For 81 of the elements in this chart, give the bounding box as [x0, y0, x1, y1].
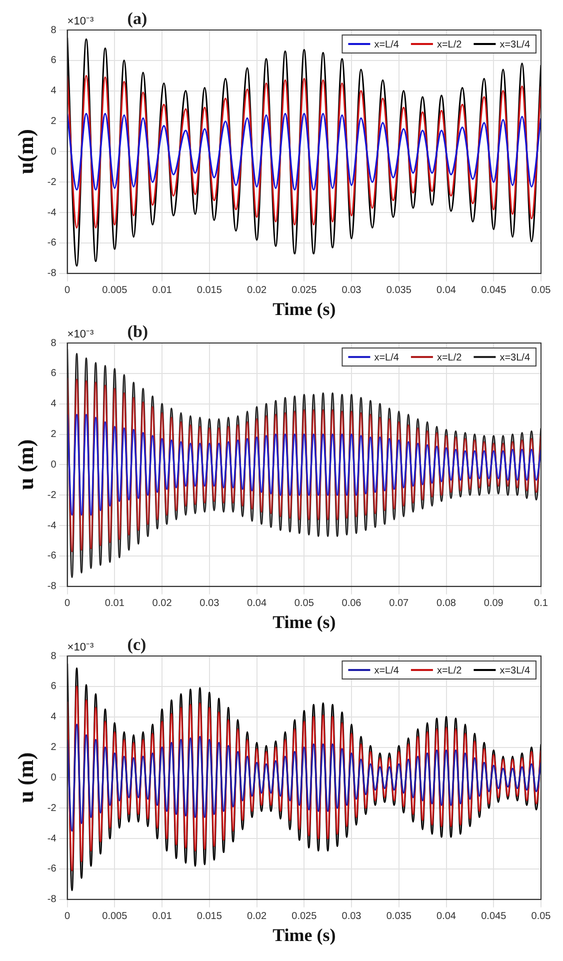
legend-label: x=L/2	[436, 39, 462, 50]
y-tick-label: 8	[50, 24, 57, 36]
x-tick-label: 0.005	[102, 285, 128, 296]
y-tick-label: 2	[50, 742, 57, 754]
x-tick-label: 0.015	[196, 285, 222, 296]
y-tick-label: -6	[47, 238, 57, 249]
text: ×10⁻³	[67, 16, 94, 28]
y-tick-label: -6	[47, 864, 57, 875]
x-tick-label: 0.03	[200, 598, 220, 610]
y-tick-label: 4	[50, 86, 57, 97]
x-axis-title: Time (s)	[272, 612, 336, 632]
y-axis-title: u (m)	[12, 752, 38, 804]
x-tick-label: 0.015	[196, 911, 222, 922]
x-tick-label: 0.05	[531, 911, 552, 922]
x-tick-label: 0.02	[247, 285, 267, 296]
y-tick-label: -8	[47, 268, 57, 280]
y-tick-label: -8	[47, 894, 57, 906]
x-tick-label: 0.04	[436, 911, 456, 922]
x-tick-label: 0.01	[104, 598, 125, 610]
y-tick-label: -4	[47, 520, 57, 532]
x-axis-title: Time (s)	[272, 924, 336, 945]
text: (a)	[127, 8, 148, 28]
x-axis-title: Time (s)	[272, 298, 336, 319]
y-tick-label: 8	[50, 650, 57, 662]
y-tick-label: 2	[50, 429, 57, 440]
x-tick-label: 0.01	[152, 285, 172, 296]
y-tick-label: 4	[50, 398, 57, 410]
x-tick-label: 0.05	[531, 285, 552, 296]
y-tick-label: 8	[50, 338, 57, 349]
y-tick-label: -4	[47, 833, 57, 844]
text: (c)	[127, 634, 146, 654]
x-tick-label: 0.03	[342, 911, 362, 922]
y-tick-label: -2	[47, 802, 57, 814]
y-tick-label: 0	[50, 459, 57, 470]
legend-label: x=3L/4	[500, 665, 530, 676]
legend-label: x=3L/4	[500, 39, 530, 50]
y-tick-label: -2	[47, 176, 57, 188]
y-axis-title: u (m)	[12, 439, 38, 490]
x-tick-label: 0.08	[436, 598, 456, 610]
legend-label: x=3L/4	[500, 352, 530, 364]
x-tick-label: 0.03	[342, 285, 362, 296]
text: ×10⁻³	[67, 642, 94, 654]
x-tick-label: 0.035	[386, 285, 412, 296]
x-tick-label: 0.04	[247, 598, 267, 610]
y-tick-label: 0	[50, 146, 57, 158]
x-tick-label: 0.025	[292, 285, 318, 296]
y-tick-label: 2	[50, 116, 57, 128]
y-tick-label: 6	[50, 681, 57, 692]
legend-label: x=L/4	[374, 352, 400, 364]
legend-label: x=L/4	[374, 39, 400, 50]
legend-label: x=L/2	[436, 665, 462, 676]
y-axis-title: u(m)	[12, 129, 38, 174]
x-tick-label: 0.02	[247, 911, 267, 922]
x-tick-label: 0.05	[294, 598, 314, 610]
x-tick-label: 0	[64, 285, 71, 296]
x-tick-label: 0.01	[152, 911, 172, 922]
y-tick-label: -6	[47, 550, 57, 562]
x-tick-label: 0	[64, 911, 71, 922]
y-tick-label: 6	[50, 55, 57, 66]
x-tick-label: 0.09	[484, 598, 504, 610]
legend-label: x=L/2	[436, 352, 462, 364]
legend-label: x=L/4	[374, 665, 400, 676]
x-tick-label: 0.045	[481, 285, 507, 296]
x-tick-label: 0.06	[342, 598, 362, 610]
y-tick-label: -2	[47, 490, 57, 501]
x-tick-label: 0.04	[436, 285, 456, 296]
text: (b)	[127, 322, 148, 341]
x-tick-label: 0.02	[152, 598, 172, 610]
x-tick-label: 0.035	[386, 911, 412, 922]
y-tick-label: 0	[50, 772, 57, 784]
x-tick-label: 0.07	[389, 598, 410, 610]
text: ×10⁻³	[67, 328, 94, 341]
y-tick-label: -4	[47, 207, 57, 218]
x-tick-label: 0.045	[481, 911, 507, 922]
x-tick-label: 0	[64, 598, 71, 610]
x-tick-label: 0.025	[292, 911, 318, 922]
y-tick-label: 4	[50, 712, 57, 723]
y-tick-label: -8	[47, 581, 57, 592]
y-tick-label: 6	[50, 368, 57, 380]
x-tick-label: 0.1	[534, 598, 548, 610]
x-tick-label: 0.005	[102, 911, 128, 922]
